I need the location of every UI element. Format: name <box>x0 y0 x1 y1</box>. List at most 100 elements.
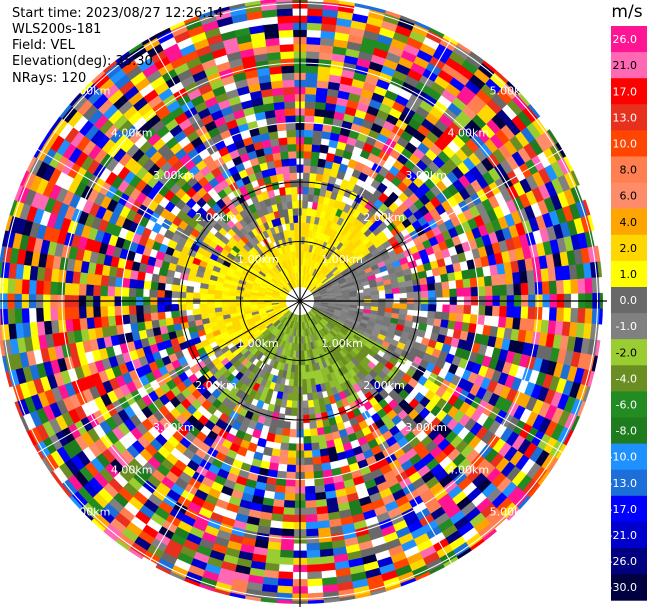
velocity-gate <box>292 193 298 201</box>
velocity-gate <box>303 408 309 416</box>
velocity-gate <box>304 443 312 451</box>
velocity-gate <box>297 258 300 266</box>
velocity-gate <box>192 293 200 299</box>
range-label: 2.00km <box>363 379 405 392</box>
range-label: 1.00km <box>237 337 279 350</box>
velocity-gate <box>357 296 365 300</box>
velocity-gate <box>385 289 393 295</box>
velocity-gate <box>302 372 306 380</box>
velocity-gate <box>157 290 165 298</box>
velocity-gate <box>164 290 172 297</box>
range-label: 5.00km <box>490 85 532 98</box>
range-label: 1.00km <box>237 253 279 266</box>
velocity-gate <box>287 465 296 473</box>
range-label: 2.00km <box>363 211 405 224</box>
velocity-gate <box>421 304 429 311</box>
velocity-gate <box>289 165 296 173</box>
velocity-gate <box>150 305 158 313</box>
velocity-gate <box>435 290 443 298</box>
velocity-gate <box>302 379 307 387</box>
colorbar-tick: -8.0 <box>616 425 637 438</box>
velocity-gate <box>285 108 295 116</box>
colorbar-tick: 8.0 <box>620 164 638 177</box>
velocity-gate <box>276 600 292 607</box>
colorbar-tick: 0.0 <box>620 294 638 307</box>
velocity-gate <box>303 172 310 180</box>
velocity-gate <box>285 115 295 123</box>
velocity-gate <box>457 288 465 297</box>
velocity-gate <box>114 306 122 316</box>
velocity-gate <box>185 292 193 298</box>
velocity-gate <box>289 429 296 437</box>
velocity-gate <box>305 108 315 116</box>
velocity-gate <box>200 303 208 309</box>
velocity-gate <box>421 291 429 298</box>
velocity-gate <box>308 600 324 607</box>
velocity-gate <box>457 305 465 314</box>
velocity-gate <box>426 276 435 284</box>
colorbar-tick: -1.0 <box>616 320 637 333</box>
velocity-gate <box>304 451 313 459</box>
velocity-gate <box>324 598 341 607</box>
velocity-gate <box>279 187 286 196</box>
colorbar-tick: -30.0 <box>609 581 637 594</box>
velocity-gate <box>303 186 309 194</box>
velocity-gate <box>297 265 299 273</box>
range-label: 5.00km <box>490 505 532 518</box>
velocity-gate <box>599 277 608 293</box>
velocity-gate <box>320 145 329 154</box>
velocity-gate <box>178 304 186 311</box>
colorbar-tick: 17.0 <box>613 85 638 98</box>
velocity-gate <box>597 325 606 342</box>
velocity-gate <box>128 288 136 297</box>
start-time-label: Start time: 2023/08/27 12:26:14 <box>12 6 223 21</box>
velocity-gate <box>128 305 136 314</box>
colorbar-tick: 4.0 <box>620 216 638 229</box>
velocity-gate <box>407 304 415 310</box>
velocity-gate <box>214 303 222 308</box>
velocity-gate <box>302 208 307 216</box>
velocity-gate <box>336 298 344 301</box>
velocity-gate <box>303 415 310 423</box>
range-label: 4.00km <box>448 127 490 140</box>
range-label: 3.00km <box>405 421 447 434</box>
colorbar-tick: 21.0 <box>613 59 638 72</box>
velocity-gate <box>249 302 257 305</box>
velocity-gate <box>221 303 229 307</box>
velocity-gate <box>292 201 298 209</box>
velocity-gate <box>304 129 313 137</box>
velocity-gate <box>428 290 436 297</box>
velocity-gate <box>303 165 310 173</box>
velocity-gate <box>385 303 393 308</box>
velocity-gate <box>485 306 493 316</box>
velocity-gate <box>135 305 143 314</box>
colorbar-tick: -26.0 <box>609 555 637 568</box>
velocity-gate <box>428 304 436 311</box>
velocity-gate <box>385 294 393 299</box>
velocity-gate <box>343 297 351 300</box>
velocity-gate <box>288 151 296 159</box>
velocity-gate <box>242 302 250 305</box>
range-label: 4.00km <box>448 463 490 476</box>
colorbar-tick: -2.0 <box>616 346 637 359</box>
velocity-gate <box>302 365 306 373</box>
velocity-gate <box>257 302 265 305</box>
velocity-gate <box>285 486 295 494</box>
velocity-gate <box>200 293 208 299</box>
velocity-gate <box>114 286 122 296</box>
colorbar-tick: 26.0 <box>613 33 638 46</box>
velocity-gate <box>135 288 143 297</box>
velocity-gate <box>293 215 298 223</box>
velocity-gate <box>302 358 306 366</box>
velocity-gate <box>304 465 313 473</box>
velocity-gate <box>107 286 115 296</box>
velocity-gate <box>307 386 313 394</box>
velocity-gate <box>303 193 309 201</box>
velocity-gate <box>171 304 179 311</box>
range-label: 2.00km <box>195 379 237 392</box>
velocity-gate <box>263 447 273 456</box>
elevation-label: Elevation(deg): 35.30 <box>12 54 153 69</box>
velocity-gate <box>414 304 422 311</box>
colorbar-tick: -10.0 <box>609 451 637 464</box>
colorbar-tick: 13.0 <box>613 111 638 124</box>
